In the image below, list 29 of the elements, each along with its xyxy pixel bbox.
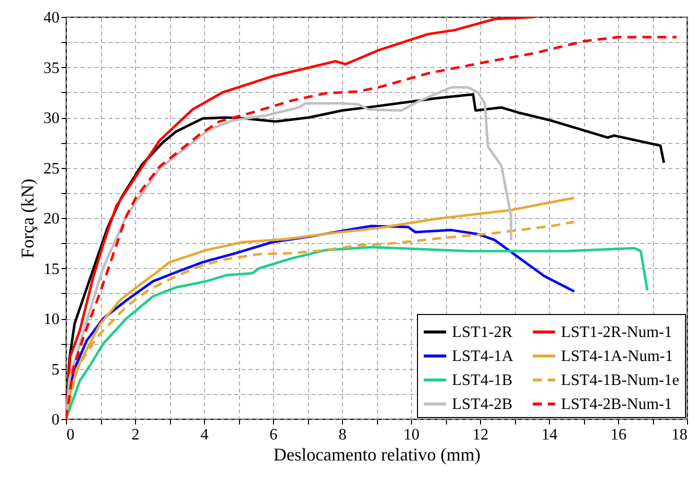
legend-label: LST4-2B-Num-1 xyxy=(561,396,672,413)
x-tick-label: 14 xyxy=(542,426,558,444)
x-axis-title: Deslocamento relativo (mm) xyxy=(274,444,480,464)
y-tick-label: 35 xyxy=(44,60,60,77)
x-tick-label: 8 xyxy=(338,426,346,444)
legend-label: LST4-1A xyxy=(452,348,514,365)
y-tick-label: 15 xyxy=(44,260,60,278)
x-tick-label: 16 xyxy=(610,426,626,444)
legend-label: LST4-1A-Num-1 xyxy=(561,348,673,365)
y-tick-label: 25 xyxy=(44,160,60,178)
x-tick-label: 12 xyxy=(472,426,488,444)
y-axis-title: Força (kN) xyxy=(18,178,38,258)
x-tick-label: 18 xyxy=(672,426,688,444)
y-tick-label: 30 xyxy=(44,110,60,127)
x-tick-label: 2 xyxy=(132,426,140,444)
legend-label: LST4-2B xyxy=(452,396,512,413)
x-tick-label: 4 xyxy=(200,426,208,444)
y-tick-label: 20 xyxy=(44,210,60,228)
y-tick-label: 10 xyxy=(44,311,60,328)
x-tick-label: 10 xyxy=(404,426,420,444)
y-tick-label: 5 xyxy=(52,361,60,378)
legend-label: LST1-2R-Num-1 xyxy=(561,324,672,341)
x-tick-label: 0 xyxy=(66,426,74,444)
legend-label: LST4-1B xyxy=(452,372,512,389)
x-tick-label: 6 xyxy=(270,426,278,444)
legend-label: LST1-2R xyxy=(452,324,513,341)
y-tick-label: 40 xyxy=(44,10,60,26)
y-tick-label: 0 xyxy=(52,412,60,428)
legend-label: LST4-1B-Num-1e xyxy=(561,372,680,389)
